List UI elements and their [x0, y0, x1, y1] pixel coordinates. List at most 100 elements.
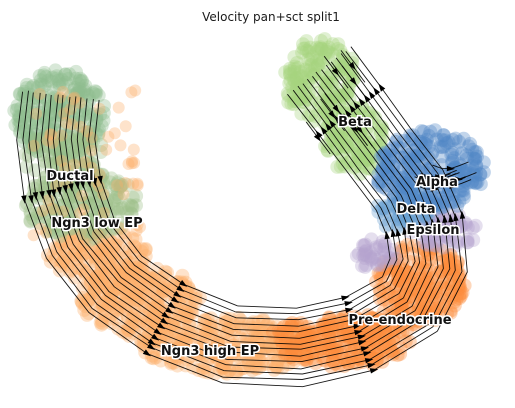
cell-point: [314, 41, 329, 56]
cell-point: [122, 213, 137, 228]
cell-point: [113, 179, 128, 194]
cell-point: [112, 190, 127, 205]
cell-point: [413, 268, 428, 283]
cell-point: [443, 305, 458, 320]
cell-point: [48, 63, 63, 78]
cell-point: [89, 273, 104, 288]
cell-point: [115, 200, 130, 215]
cell-point: [318, 103, 333, 118]
cell-point: [282, 317, 297, 332]
cell-point: [61, 96, 76, 111]
cell-point: [56, 168, 70, 182]
cell-point: [133, 279, 148, 294]
cell-point: [86, 286, 101, 301]
cell-point: [69, 64, 83, 79]
cell-point: [37, 110, 52, 125]
cell-point: [74, 158, 89, 173]
cell-point: [24, 136, 39, 151]
cell-point: [51, 160, 66, 175]
cell-point: [292, 347, 307, 362]
cell-point: [361, 308, 375, 323]
cell-point: [121, 198, 136, 213]
cell-point: [89, 85, 104, 100]
cell-point: [399, 311, 414, 326]
cell-point: [241, 354, 256, 368]
cell-point: [125, 200, 140, 215]
cell-point: [127, 266, 142, 281]
cell-point: [118, 284, 133, 299]
cell-point: [88, 87, 103, 102]
cell-point: [132, 272, 147, 287]
cell-point: [129, 189, 144, 203]
cell-point: [438, 277, 452, 292]
cell-point: [40, 121, 54, 136]
cell-point: [27, 127, 42, 142]
cell-point: [49, 197, 64, 212]
cell-point: [363, 333, 378, 348]
cell-point: [193, 338, 208, 353]
cell-point: [100, 228, 114, 243]
cell-point: [55, 104, 70, 119]
cell-point: [99, 199, 114, 214]
cell-point: [81, 88, 96, 103]
cell-point: [124, 198, 138, 213]
cell-point: [30, 144, 45, 159]
cell-point: [147, 295, 162, 310]
cell-point: [127, 275, 142, 290]
cell-point: [96, 106, 111, 120]
cell-point: [111, 205, 126, 220]
cell-point: [102, 260, 117, 274]
cell-point: [54, 223, 69, 238]
cell-point: [52, 263, 67, 278]
cell-point: [91, 228, 106, 243]
cell-point: [441, 253, 456, 268]
cell-point: [455, 285, 470, 300]
cell-point: [119, 276, 133, 291]
cell-point: [74, 73, 89, 88]
cell-point: [380, 345, 395, 360]
cell-point: [29, 115, 44, 130]
cell-point: [89, 109, 104, 124]
cell-point: [309, 53, 324, 68]
cell-point: [366, 311, 381, 326]
cell-point: [312, 321, 327, 336]
cell-point: [289, 348, 304, 363]
cell-point: [65, 111, 80, 126]
cell-point: [344, 350, 358, 365]
cell-point: [63, 89, 78, 104]
streamline-arrow: [368, 90, 376, 99]
cell-point: [17, 134, 31, 149]
cell-point: [259, 318, 274, 333]
cell-point: [251, 342, 266, 357]
cell-point: [68, 81, 82, 96]
cell-point: [49, 242, 64, 257]
cell-point: [400, 323, 414, 338]
cell-point: [276, 324, 291, 339]
cell-point: [110, 182, 125, 197]
cell-point: [430, 292, 445, 307]
cell-point: [74, 293, 89, 308]
cell-point: [254, 355, 269, 370]
cell-point: [28, 112, 43, 127]
cell-point: [375, 354, 390, 369]
cell-point: [324, 322, 339, 337]
cell-point: [44, 107, 58, 122]
cell-point: [394, 295, 409, 310]
cell-point: [103, 296, 118, 310]
cell-point: [319, 337, 334, 352]
cell-point: [211, 347, 226, 362]
cell-point: [61, 215, 75, 230]
cell-point: [80, 87, 95, 102]
cell-point: [83, 276, 98, 291]
cell-point: [311, 42, 326, 56]
cell-point: [401, 265, 416, 280]
streamline-arrow: [373, 87, 381, 96]
cell-point: [37, 78, 52, 93]
cell-point: [42, 101, 57, 116]
cell-point: [130, 293, 145, 307]
streamline: [237, 276, 383, 309]
cell-point: [107, 193, 122, 208]
cell-point: [73, 71, 88, 86]
cell-point: [80, 168, 95, 183]
cell-point: [86, 167, 100, 182]
